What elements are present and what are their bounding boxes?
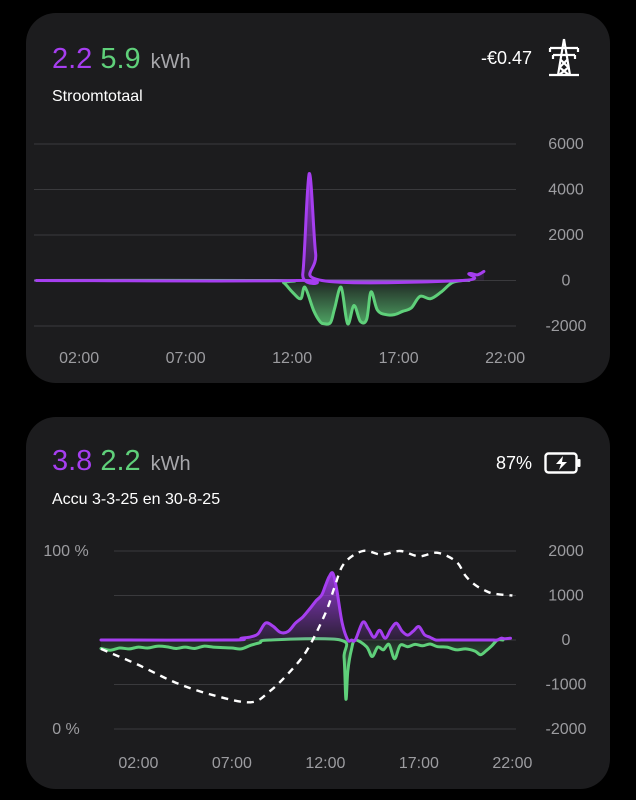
x-tick-label: 17:00 <box>399 755 439 772</box>
y-tick-label: -2000 <box>546 721 587 738</box>
x-tick-label: 22:00 <box>492 755 532 772</box>
x-tick-label: 07:00 <box>166 350 206 367</box>
series-area <box>101 638 503 700</box>
grid-energy-card[interactable]: 2.2 5.9 kWh Stroomtotaal -€0.47 6000 4000… <box>26 13 610 383</box>
series-line <box>99 571 512 643</box>
x-tick-label: 12:00 <box>272 350 312 367</box>
soc-tick-label: 100 % <box>43 543 88 560</box>
x-tick-label: 12:00 <box>305 755 345 772</box>
y-tick-label: 2000 <box>548 543 584 560</box>
y-tick-label: -1000 <box>546 677 587 694</box>
unit-label: kWh <box>150 453 191 475</box>
discharge-value: 2.2 <box>100 445 141 477</box>
series-line <box>35 278 471 326</box>
series-area <box>101 572 511 642</box>
card-title: Accu 3-3-25 en 30-8-25 <box>52 491 221 508</box>
x-tick-label: 02:00 <box>118 755 158 772</box>
x-tick-label: 22:00 <box>485 350 525 367</box>
y-tick-label: 1000 <box>548 588 584 605</box>
soc-tick-label: 0 % <box>52 721 80 738</box>
y-tick-label: 2000 <box>548 227 584 244</box>
x-tick-label: 17:00 <box>379 350 419 367</box>
y-tick-label: 6000 <box>548 136 584 153</box>
export-value: 5.9 <box>100 43 141 75</box>
series-line <box>99 637 505 701</box>
x-tick-label: 02:00 <box>59 350 99 367</box>
y-tick-label: 0 <box>562 273 571 290</box>
y-tick-label: 0 <box>562 632 571 649</box>
soc-value: 87% <box>495 453 532 473</box>
unit-label: kWh <box>150 51 191 73</box>
battery-card[interactable]: 3.8 2.2 kWh Accu 3-3-25 en 30-8-25 87% 2… <box>26 417 610 789</box>
battery-charging-icon <box>544 452 582 479</box>
charge-value: 3.8 <box>52 445 93 477</box>
card-title: Stroomtotaal <box>52 88 143 105</box>
power-pylon-icon <box>546 37 582 82</box>
power-chart[interactable]: 6000 4000 2000 0 -2000 02:00 07:00 12:00 17:00 22… <box>26 13 610 383</box>
y-tick-label: 4000 <box>548 182 584 199</box>
series-area <box>36 280 469 325</box>
series-line <box>35 172 486 285</box>
soc-line <box>100 549 513 704</box>
x-tick-label: 07:00 <box>212 755 252 772</box>
battery-totals: 3.8 2.2 kWh <box>52 445 191 478</box>
y-tick-label: -2000 <box>546 318 587 335</box>
battery-chart[interactable]: 2000 1000 0 -1000 -2000 100 % 0 % 02:00 07:00 12:… <box>26 417 610 789</box>
import-value: 2.2 <box>52 43 93 75</box>
energy-totals: 2.2 5.9 kWh <box>52 43 191 76</box>
cost-value: -€0.47 <box>480 48 532 68</box>
